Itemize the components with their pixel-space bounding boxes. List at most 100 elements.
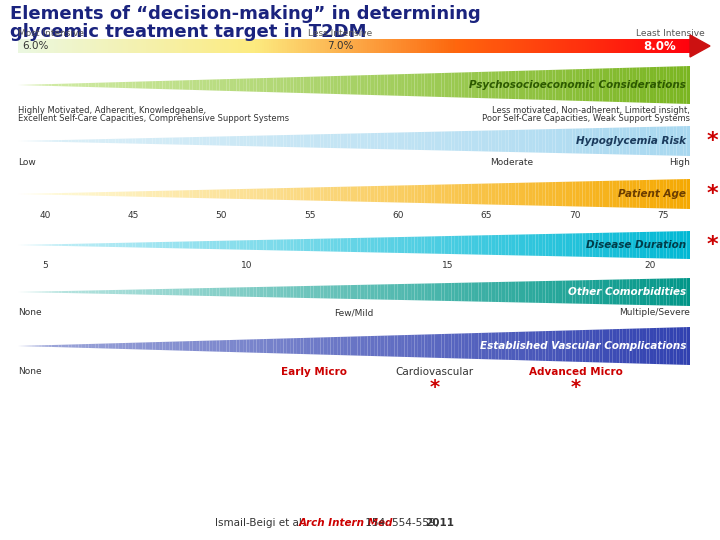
Bar (639, 39, 642, 53)
Bar (145, 39, 148, 53)
Polygon shape (75, 193, 78, 195)
Bar (462, 39, 464, 53)
Polygon shape (508, 282, 512, 302)
Polygon shape (266, 339, 270, 353)
Bar (621, 39, 624, 53)
Polygon shape (166, 242, 169, 248)
Bar (558, 39, 561, 53)
Bar (672, 39, 675, 53)
Bar (627, 39, 630, 53)
Polygon shape (99, 343, 102, 348)
Polygon shape (143, 242, 145, 248)
Bar (554, 39, 556, 53)
Polygon shape (42, 292, 45, 293)
Polygon shape (330, 134, 334, 148)
Polygon shape (613, 181, 616, 207)
Polygon shape (189, 341, 193, 351)
Polygon shape (216, 137, 220, 145)
Bar (181, 39, 184, 53)
Polygon shape (566, 129, 569, 153)
Polygon shape (287, 135, 290, 147)
Bar (211, 39, 213, 53)
Polygon shape (183, 288, 186, 295)
Polygon shape (518, 183, 522, 205)
Bar (603, 39, 606, 53)
Polygon shape (572, 181, 576, 206)
Polygon shape (334, 187, 337, 201)
Polygon shape (649, 127, 653, 155)
Polygon shape (99, 192, 102, 196)
Polygon shape (337, 134, 341, 148)
Bar (596, 39, 598, 53)
Bar (636, 39, 639, 53)
Polygon shape (657, 328, 660, 364)
Polygon shape (139, 242, 143, 247)
Polygon shape (532, 183, 536, 206)
Polygon shape (354, 133, 357, 148)
Polygon shape (586, 181, 589, 207)
Polygon shape (683, 66, 687, 104)
Polygon shape (482, 235, 485, 255)
Polygon shape (633, 68, 636, 103)
Polygon shape (179, 190, 183, 198)
Polygon shape (428, 334, 431, 357)
Bar (296, 39, 299, 53)
Polygon shape (502, 71, 505, 99)
Bar (289, 39, 292, 53)
Bar (78, 39, 81, 53)
Polygon shape (381, 336, 384, 356)
Polygon shape (75, 244, 78, 246)
Polygon shape (250, 339, 253, 353)
Polygon shape (230, 189, 233, 199)
Polygon shape (569, 233, 572, 256)
Polygon shape (643, 127, 647, 155)
Bar (585, 39, 588, 53)
Bar (135, 39, 138, 53)
Text: *: * (430, 378, 440, 397)
Polygon shape (243, 136, 246, 146)
Polygon shape (344, 285, 347, 299)
Bar (480, 39, 482, 53)
Polygon shape (304, 286, 307, 298)
Polygon shape (351, 133, 354, 148)
Polygon shape (300, 134, 304, 147)
Polygon shape (112, 139, 115, 143)
Polygon shape (45, 345, 48, 347)
Polygon shape (609, 128, 613, 154)
Bar (415, 39, 417, 53)
Bar (90, 39, 92, 53)
Polygon shape (455, 72, 458, 97)
Polygon shape (603, 233, 606, 257)
Bar (367, 39, 370, 53)
Polygon shape (153, 242, 156, 248)
Polygon shape (256, 287, 260, 297)
Polygon shape (599, 233, 603, 257)
Polygon shape (438, 185, 441, 204)
Polygon shape (82, 192, 85, 195)
Polygon shape (505, 130, 508, 152)
Polygon shape (516, 130, 518, 152)
Polygon shape (539, 234, 542, 256)
Polygon shape (502, 183, 505, 205)
Polygon shape (465, 282, 468, 301)
Polygon shape (653, 67, 657, 103)
Polygon shape (552, 70, 556, 100)
Polygon shape (300, 77, 304, 93)
Polygon shape (102, 290, 105, 294)
Bar (683, 39, 686, 53)
Polygon shape (528, 70, 532, 99)
Polygon shape (290, 77, 294, 93)
Polygon shape (132, 82, 135, 89)
Polygon shape (647, 279, 649, 305)
Polygon shape (472, 235, 475, 254)
Polygon shape (122, 192, 125, 197)
Polygon shape (572, 330, 576, 362)
Text: Excellent Self-Care Capacities, Comprehensive Support Systems: Excellent Self-Care Capacities, Comprehe… (18, 114, 289, 123)
Polygon shape (105, 139, 109, 143)
Polygon shape (109, 243, 112, 247)
Polygon shape (408, 185, 411, 203)
Polygon shape (653, 180, 657, 208)
Polygon shape (639, 328, 643, 363)
Polygon shape (153, 81, 156, 89)
Polygon shape (320, 239, 324, 252)
